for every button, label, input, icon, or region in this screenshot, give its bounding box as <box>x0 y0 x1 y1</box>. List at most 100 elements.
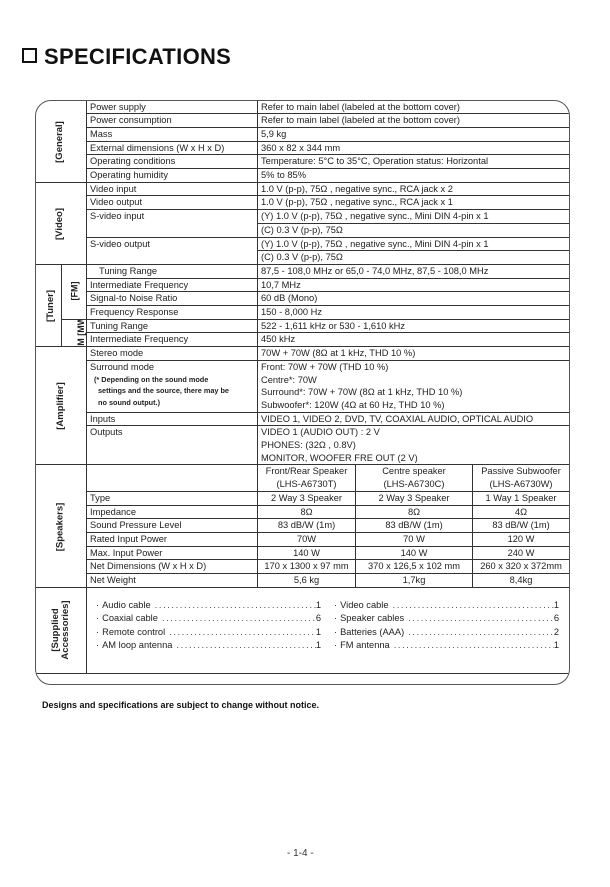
table-row: [Tuner] [FM] Tuning Range 87,5 - 108,0 MHz … <box>36 263 569 348</box>
spec-label: Video input <box>86 181 258 197</box>
speaker-value: 1 Way 1 Speaker <box>471 490 569 506</box>
accessory-qty: 1 <box>553 640 559 651</box>
spec-label: Intermediate Frequency <box>86 332 258 348</box>
accessory-name: Audio cable <box>102 599 151 610</box>
table-row: [General] Power supply Refer to main label… <box>36 101 569 183</box>
spec-value: Refer to main label (labeled at the bott… <box>256 101 569 115</box>
spec-label: Signal-to Noise Ratio <box>86 291 258 307</box>
section-general-text: [General] <box>54 120 66 163</box>
spec-value: PHONES: (32Ω , 0.8V) <box>256 439 569 452</box>
title-text: SPECIFICATIONS <box>44 44 232 69</box>
table-row: Surround*: 70W + 70W (8Ω at 1 kHz, THD 1… <box>36 386 569 399</box>
table-row: S-video output (Y) 1.0 V (p-p), 75Ω , neg… <box>36 236 569 265</box>
accessory-item: · Batteries (AAA).......................… <box>334 626 559 639</box>
speaker-model: (LHS-A6730C) <box>355 478 473 492</box>
table-row: Signal-to Noise Ratio 60 dB (Mono) <box>36 291 569 307</box>
spec-value: MONITOR, WOOFER FRE OUT (2 V) <box>256 451 569 466</box>
table-row: Inputs VIDEO 1, VIDEO 2, DVD, TV, COAXIAL… <box>36 411 569 427</box>
spec-label: Tuning Range <box>86 263 258 279</box>
bullet-icon: · <box>334 626 338 637</box>
speaker-column-header: Passive Subwoofer <box>471 464 569 479</box>
subsection-fm-text: [FM] <box>69 281 79 301</box>
spec-label: Power consumption <box>86 113 258 128</box>
spec-label: Video output <box>86 195 258 211</box>
spec-value: (Y) 1.0 V (p-p), 75Ω , negative sync., M… <box>256 209 569 224</box>
spec-value: Centre*: 70W <box>256 373 569 387</box>
accessories-list: · Audio cable...........................… <box>85 586 569 674</box>
speaker-value: 8Ω <box>257 504 356 520</box>
speaker-value: 70W <box>257 532 356 547</box>
accessory-qty: 2 <box>553 626 559 637</box>
subsection-am-mw: AM [MW] <box>61 318 87 348</box>
speaker-value: 4Ω <box>471 504 569 520</box>
bullet-icon: · <box>96 626 100 637</box>
spec-value: 150 - 8,000 Hz <box>256 305 569 320</box>
leader-dots: ........................................… <box>393 640 554 651</box>
section-amplifier: [Amplifier] <box>36 346 87 466</box>
speaker-column-header: Front/Rear Speaker <box>257 464 356 479</box>
spec-label: S-video input <box>86 209 258 238</box>
table-row: Max. Input Power 140 W 140 W 240 W <box>36 545 569 561</box>
accessory-qty: 6 <box>553 613 559 624</box>
spec-label <box>86 464 258 492</box>
table-row: Outputs VIDEO 1 (AUDIO OUT) : 2 V <box>36 425 569 466</box>
subsection-fm: [FM] <box>61 263 87 320</box>
speaker-value: 8,4kg <box>471 573 569 588</box>
accessory-item: · AM loop antenna.......................… <box>96 639 321 652</box>
leader-dots: ........................................… <box>169 626 316 637</box>
section-video-text: [Video] <box>54 207 66 240</box>
leader-dots: ........................................… <box>408 613 554 624</box>
section-video: [Video] <box>36 181 87 265</box>
spec-value: (C) 0.3 V (p-p), 75Ω <box>256 250 569 265</box>
speaker-value: 140 W <box>257 545 356 561</box>
table-row: Net Dimensions (W x H x D) 170 x 1300 x 9… <box>36 559 569 575</box>
spec-value: 87,5 - 108,0 MHz or 65,0 - 74,0 MHz, 87,… <box>256 263 569 279</box>
section-general: [General] <box>36 101 87 183</box>
spec-value: 60 dB (Mono) <box>256 291 569 307</box>
spec-label: External dimensions (W x H x D) <box>86 140 258 156</box>
speaker-value: 2 Way 3 Speaker <box>257 490 356 506</box>
checkbox-bullet-icon <box>22 48 37 63</box>
accessory-name: Video cable <box>340 599 389 610</box>
speaker-model: (LHS-A6730T) <box>257 478 356 492</box>
spec-label: Outputs <box>86 425 258 466</box>
table-row: [Supplied Accessories] · Audio cable.....… <box>36 586 569 674</box>
speaker-value: 83 dB/W (1m) <box>471 518 569 533</box>
spec-value: 360 x 82 x 344 mm <box>256 140 569 156</box>
speaker-value: 8Ω <box>355 504 473 520</box>
spec-label: Intermediate Frequency <box>86 277 258 293</box>
accessory-item: · FM antenna............................… <box>334 639 559 652</box>
table-row: Surround mode (* Depending on the sound m… <box>36 359 569 413</box>
bullet-icon: · <box>96 599 100 610</box>
section-speakers: [Speakers] <box>36 464 87 588</box>
spec-value: 522 - 1,611 kHz or 530 - 1,610 kHz <box>256 318 569 334</box>
spec-value: VIDEO 1, VIDEO 2, DVD, TV, COAXIAL AUDIO… <box>256 411 569 427</box>
speaker-value: 140 W <box>355 545 473 561</box>
bullet-icon: · <box>334 613 338 624</box>
speaker-value: 1,7kg <box>355 573 473 588</box>
spec-value: 450 kHz <box>256 332 569 348</box>
table-row: Rated Input Power 70W 70 W 120 W <box>36 532 569 547</box>
table-row: S-video input (Y) 1.0 V (p-p), 75Ω , nega… <box>36 209 569 238</box>
spec-label: Type <box>86 490 258 506</box>
spec-value: (Y) 1.0 V (p-p), 75Ω , negative sync., M… <box>256 236 569 252</box>
table-row: PHONES: (32Ω , 0.8V) <box>36 439 569 452</box>
accessory-item: · Remote control........................… <box>96 626 321 639</box>
specifications-table: [General] Power supply Refer to main label… <box>36 101 569 674</box>
table-row: MONITOR, WOOFER FRE OUT (2 V) <box>36 451 569 466</box>
table-row: Video output 1.0 V (p-p), 75Ω , negative … <box>36 195 569 211</box>
bullet-icon: · <box>96 613 100 624</box>
spec-value: Refer to main label (labeled at the bott… <box>256 113 569 128</box>
spec-label: Operating humidity <box>86 168 258 183</box>
table-row: Subwoofer*: 120W (4Ω at 60 Hz, THD 10 %) <box>36 398 569 413</box>
accessory-name: Batteries (AAA) <box>340 626 405 637</box>
spec-label: Power supply <box>86 101 258 115</box>
table-row: Operating humidity 5% to 85% <box>36 168 569 183</box>
spec-label: Inputs <box>86 411 258 427</box>
specifications-table-frame: [General] Power supply Refer to main label… <box>35 100 570 685</box>
speaker-value: 120 W <box>471 532 569 547</box>
spec-value: 1.0 V (p-p), 75Ω , negative sync., RCA j… <box>256 195 569 211</box>
leader-dots: ........................................… <box>176 640 315 651</box>
table-row: Impedance 8Ω 8Ω 4Ω <box>36 504 569 520</box>
speaker-value: 83 dB/W (1m) <box>257 518 356 533</box>
